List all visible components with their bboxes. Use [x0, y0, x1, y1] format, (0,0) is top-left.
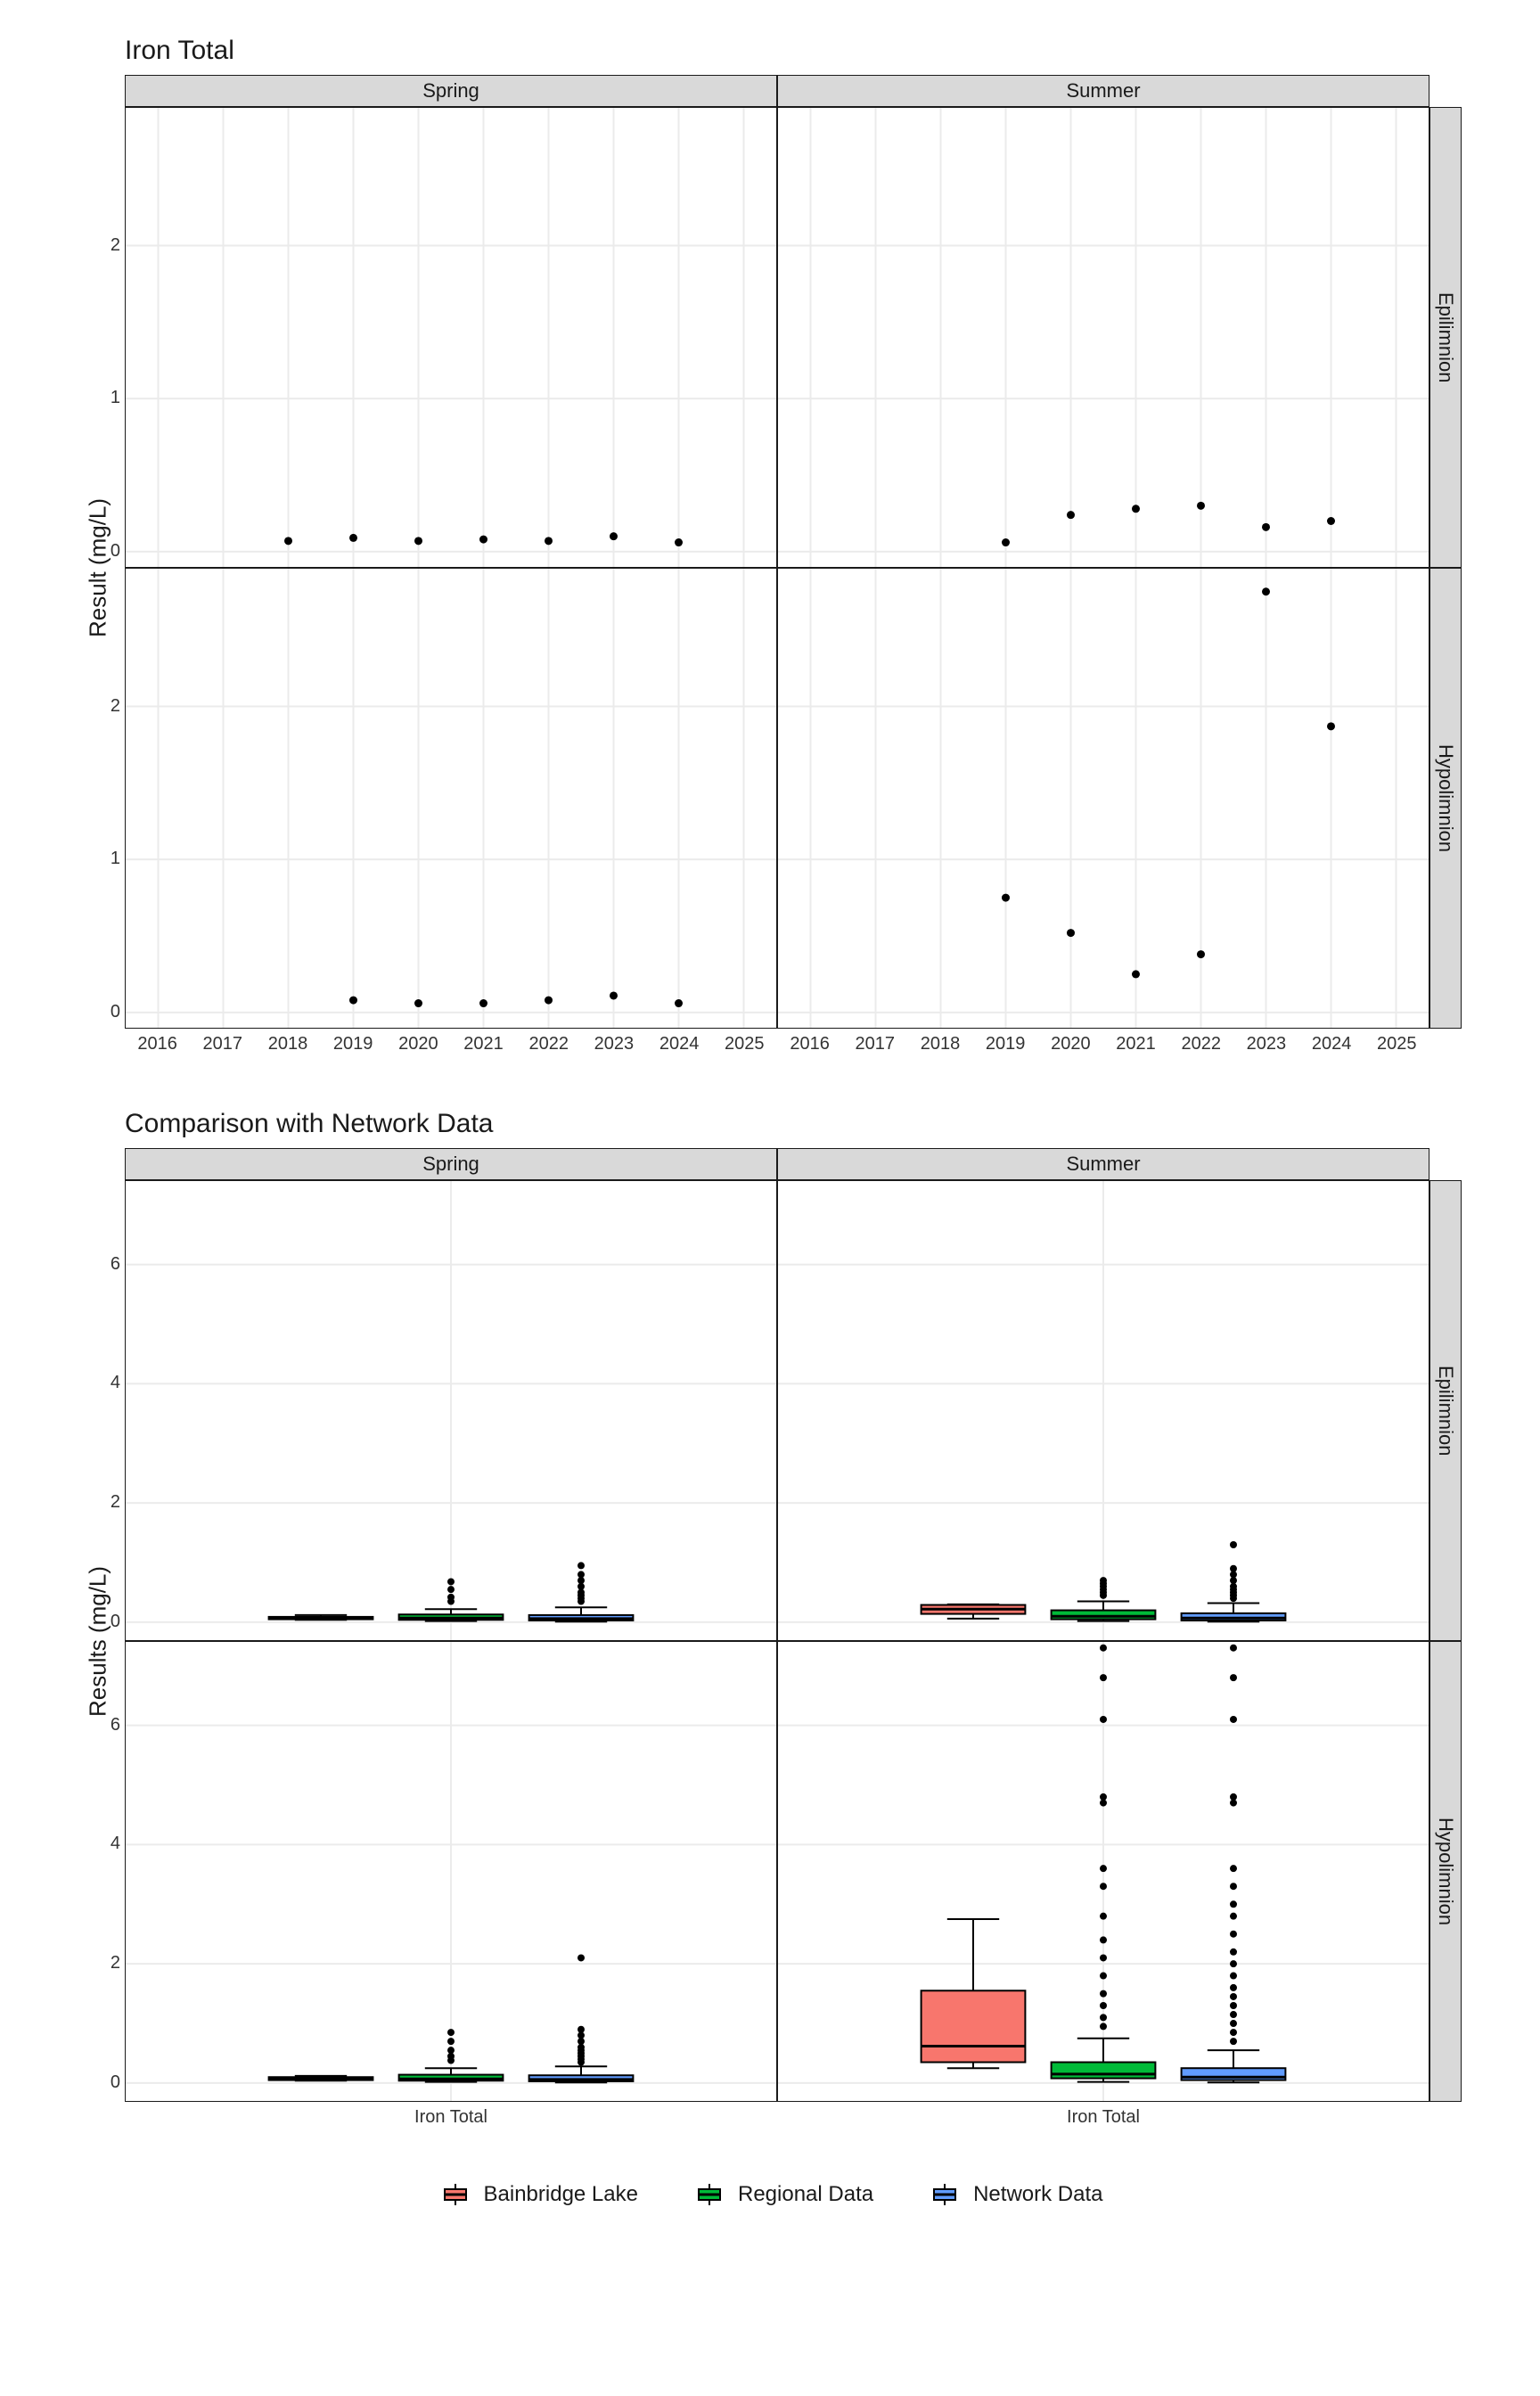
panel: 012: [125, 107, 777, 568]
panel: 012: [125, 568, 777, 1029]
row-strip: Hypolimnion: [1429, 1641, 1462, 2102]
panel: 0246: [125, 1180, 777, 1641]
boxplot-icon: [692, 2182, 727, 2207]
boxplot-icon: [927, 2182, 962, 2207]
legend: Bainbridge Lake Regional Data Network Da…: [71, 2182, 1469, 2207]
chart1-title: Iron Total: [125, 36, 1469, 66]
chart1-facet-grid: SpringSummer Result (mg/L)012 Epilimnion 01…: [71, 75, 1462, 1073]
col-strip: Spring: [125, 1148, 777, 1180]
legend-item: Bainbridge Lake: [438, 2182, 638, 2207]
panel: [777, 568, 1429, 1029]
legend-label: Bainbridge Lake: [484, 2182, 638, 2207]
row-strip: Epilimnion: [1429, 107, 1462, 568]
col-strip: Spring: [125, 75, 777, 107]
x-ticks: Iron Total: [125, 2102, 777, 2146]
panel: 0246: [125, 1641, 777, 2102]
x-ticks: 2016201720182019202020212022202320242025: [777, 1029, 1429, 1073]
panel: [777, 107, 1429, 568]
row-strip: Hypolimnion: [1429, 568, 1462, 1029]
boxplot-icon: [438, 2182, 473, 2207]
chart2-facet-grid: SpringSummer Results (mg/L)0246 Epilimnion…: [71, 1148, 1462, 2146]
legend-label: Regional Data: [738, 2182, 873, 2207]
y-axis-label: Result (mg/L): [71, 107, 125, 1029]
row-strip: Epilimnion: [1429, 1180, 1462, 1641]
panel: [777, 1180, 1429, 1641]
col-strip: Summer: [777, 1148, 1429, 1180]
chart2-title: Comparison with Network Data: [125, 1109, 1469, 1139]
x-ticks: Iron Total: [777, 2102, 1429, 2146]
legend-item: Regional Data: [692, 2182, 873, 2207]
legend-label: Network Data: [973, 2182, 1102, 2207]
x-ticks: 2016201720182019202020212022202320242025: [125, 1029, 777, 1073]
col-strip: Summer: [777, 75, 1429, 107]
legend-item: Network Data: [927, 2182, 1102, 2207]
panel: [777, 1641, 1429, 2102]
y-axis-label: Results (mg/L): [71, 1180, 125, 2102]
